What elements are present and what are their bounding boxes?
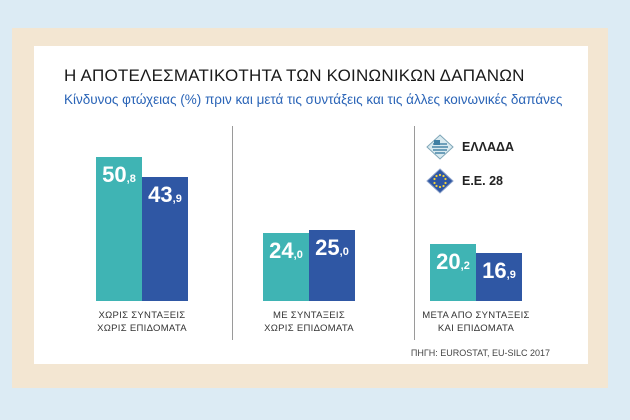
category-label-2-line-1: ΜΕ ΣΥΝΤΑΞΕΙΣ — [272, 310, 345, 321]
legend-label-greece: ΕΛΛΑΔΑ — [462, 140, 515, 154]
category-label-3-line-1: ΜΕΤΑ ΑΠΟ ΣΥΝΤΑΞΕΙΣ — [422, 310, 530, 321]
legend-item-eu28: Ε.Ε. 28 — [426, 168, 503, 194]
category-label-2-line-2: ΧΩΡΙΣ ΕΠΙΔΟΜΑΤΑ — [264, 323, 354, 334]
data-label-greece-3: 20,2 — [436, 249, 470, 274]
panel-divider-2 — [414, 126, 415, 340]
bar-eu28-2 — [309, 230, 355, 301]
data-label-greece-1: 50,8 — [102, 162, 136, 187]
legend-label-eu28: Ε.Ε. 28 — [462, 174, 503, 188]
data-label-greece-2: 24,0 — [269, 238, 303, 263]
category-label-2: ΜΕ ΣΥΝΤΑΞΕΙΣ ΧΩΡΙΣ ΕΠΙΔΟΜΑΤΑ — [233, 309, 385, 335]
category-label-3: ΜΕΤΑ ΑΠΟ ΣΥΝΤΑΞΕΙΣ ΚΑΙ ΕΠΙΔΟΜΑΤΑ — [400, 309, 552, 335]
panel-divider-1 — [232, 126, 233, 340]
eu-flag-icon — [426, 168, 454, 194]
chart-subtitle: Κίνδυνος φτώχειας (%) πριν και μετά τις … — [64, 92, 563, 107]
data-label-eu28-2: 25,0 — [315, 235, 349, 260]
chart-title: Η ΑΠΟΤΕΛΕΣΜΑΤΙΚΟΤΗΤΑ ΤΩΝ ΚΟΙΝΩΝΙΚΩΝ ΔΑΠΑ… — [64, 66, 525, 85]
source-note: ΠΗΓΗ: EUROSTAT, EU-SILC 2017 — [410, 348, 550, 358]
category-label-1: ΧΩΡΙΣ ΣΥΝΤΑΞΕΙΣ ΧΩΡΙΣ ΕΠΙΔΟΜΑΤΑ — [66, 309, 218, 335]
data-label-eu28-1: 43,9 — [148, 182, 182, 207]
category-label-3-line-2: ΚΑΙ ΕΠΙΔΟΜΑΤΑ — [437, 323, 515, 334]
data-label-eu28-3: 16,9 — [482, 258, 516, 283]
bar-greece-2 — [263, 233, 309, 301]
bar-eu28-1 — [142, 177, 188, 301]
bar-eu28-3 — [476, 253, 522, 301]
bar-greece-3 — [430, 244, 476, 301]
greece-flag-icon — [426, 134, 454, 160]
category-label-1-line-2: ΧΩΡΙΣ ΕΠΙΔΟΜΑΤΑ — [97, 323, 187, 334]
category-label-1-line-1: ΧΩΡΙΣ ΣΥΝΤΑΞΕΙΣ — [98, 310, 186, 321]
legend: ΕΛΛΑΔΑ Ε.Ε. 28 — [426, 134, 546, 194]
bar-greece-1 — [96, 157, 142, 301]
legend-item-greece: ΕΛΛΑΔΑ — [426, 134, 514, 160]
